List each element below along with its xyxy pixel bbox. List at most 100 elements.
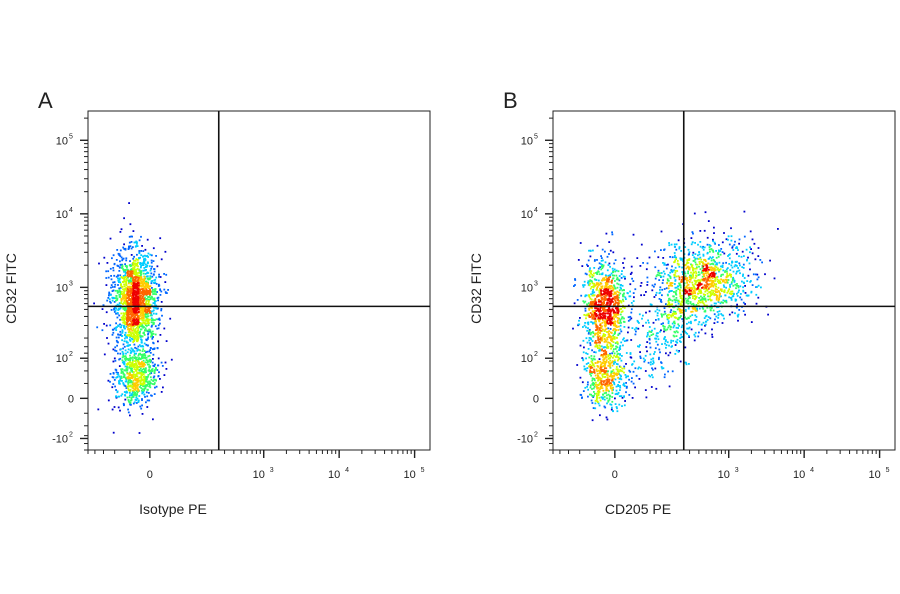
x-axis-ticks: 0 10 3 10 4 10 5 (87, 450, 425, 481)
event-dot (718, 310, 721, 313)
event-dot (725, 278, 728, 281)
event-dot (749, 251, 751, 254)
event-dot (671, 256, 674, 259)
event-dot (663, 337, 666, 340)
event-dot (153, 270, 156, 273)
event-dot (143, 378, 146, 381)
event-dot (710, 304, 713, 307)
event-dot (720, 265, 722, 268)
event-dot (717, 301, 720, 303)
event-dot (720, 295, 722, 298)
event-dot (590, 399, 593, 402)
event-dot (710, 266, 713, 269)
event-dot (646, 281, 649, 283)
event-dot (679, 291, 681, 294)
event-dot (146, 315, 149, 318)
event-dot (705, 274, 708, 277)
event-dot (717, 252, 719, 255)
event-dot (610, 344, 613, 346)
event-dot (686, 278, 688, 280)
event-dot (725, 286, 727, 289)
event-dot (116, 297, 119, 300)
event-dot (128, 294, 130, 296)
event-dot (611, 396, 614, 398)
event-dot (136, 387, 139, 389)
event-dot (688, 266, 691, 269)
event-dot (137, 349, 140, 351)
event-dot (749, 268, 751, 271)
event-dot (712, 251, 715, 253)
event-dot (147, 309, 149, 312)
event-dot (127, 348, 130, 351)
event-dot (693, 295, 696, 297)
event-dot (604, 339, 607, 342)
event-dot (681, 301, 684, 304)
event-dot (152, 364, 155, 367)
event-dot (135, 280, 137, 283)
event-dot (611, 286, 614, 289)
event-dot (135, 374, 138, 377)
event-dot (582, 390, 585, 392)
event-dot (677, 351, 680, 353)
event-dot (716, 276, 718, 279)
event-dot (593, 391, 595, 393)
event-dot (653, 351, 656, 353)
event-dot (147, 338, 149, 340)
panel-letter: B (503, 88, 518, 113)
event-dot (658, 356, 660, 359)
event-dot (623, 367, 626, 370)
event-dot (152, 380, 154, 382)
event-dot (653, 285, 655, 288)
event-dot (735, 272, 738, 275)
event-dot (610, 347, 612, 350)
event-dot (610, 375, 613, 378)
event-dot (681, 294, 683, 297)
event-dot (138, 239, 141, 242)
event-dot (630, 302, 633, 304)
event-dot (118, 270, 121, 272)
event-dot (633, 328, 636, 331)
event-dot (587, 395, 589, 398)
event-dot (637, 367, 640, 370)
event-dot (138, 290, 141, 292)
event-dot (730, 290, 732, 293)
event-dot (134, 394, 136, 396)
event-dot (590, 331, 592, 334)
event-dot (150, 360, 152, 362)
event-dot (128, 317, 130, 320)
event-dot (679, 289, 681, 292)
event-dot (593, 372, 596, 374)
event-dot (590, 293, 592, 296)
event-dot (606, 385, 609, 387)
event-dot (115, 295, 118, 297)
event-dot (716, 262, 718, 265)
event-dot (136, 263, 138, 265)
event-dot (611, 406, 613, 409)
event-dot (604, 294, 607, 297)
event-dot (597, 392, 600, 395)
event-dot (148, 358, 151, 361)
event-dot (621, 289, 624, 292)
event-dot (731, 260, 733, 263)
event-dot (708, 244, 711, 246)
event-dot (120, 228, 123, 231)
event-dot (108, 294, 110, 297)
event-dot (579, 242, 582, 244)
event-dot (116, 289, 119, 292)
event-dot (702, 263, 704, 265)
event-dot (611, 392, 614, 394)
event-dot (155, 307, 158, 310)
event-dot (141, 310, 144, 312)
event-dot (145, 343, 148, 346)
event-dot (118, 277, 120, 280)
event-dot (154, 378, 157, 381)
event-dot (142, 255, 145, 258)
event-dot (141, 388, 144, 391)
event-dot (680, 297, 683, 300)
event-dot (623, 365, 626, 368)
event-dot (115, 299, 117, 302)
event-dot (625, 363, 627, 365)
event-dot (670, 270, 673, 272)
event-dot (154, 288, 156, 291)
event-dot (118, 381, 120, 384)
